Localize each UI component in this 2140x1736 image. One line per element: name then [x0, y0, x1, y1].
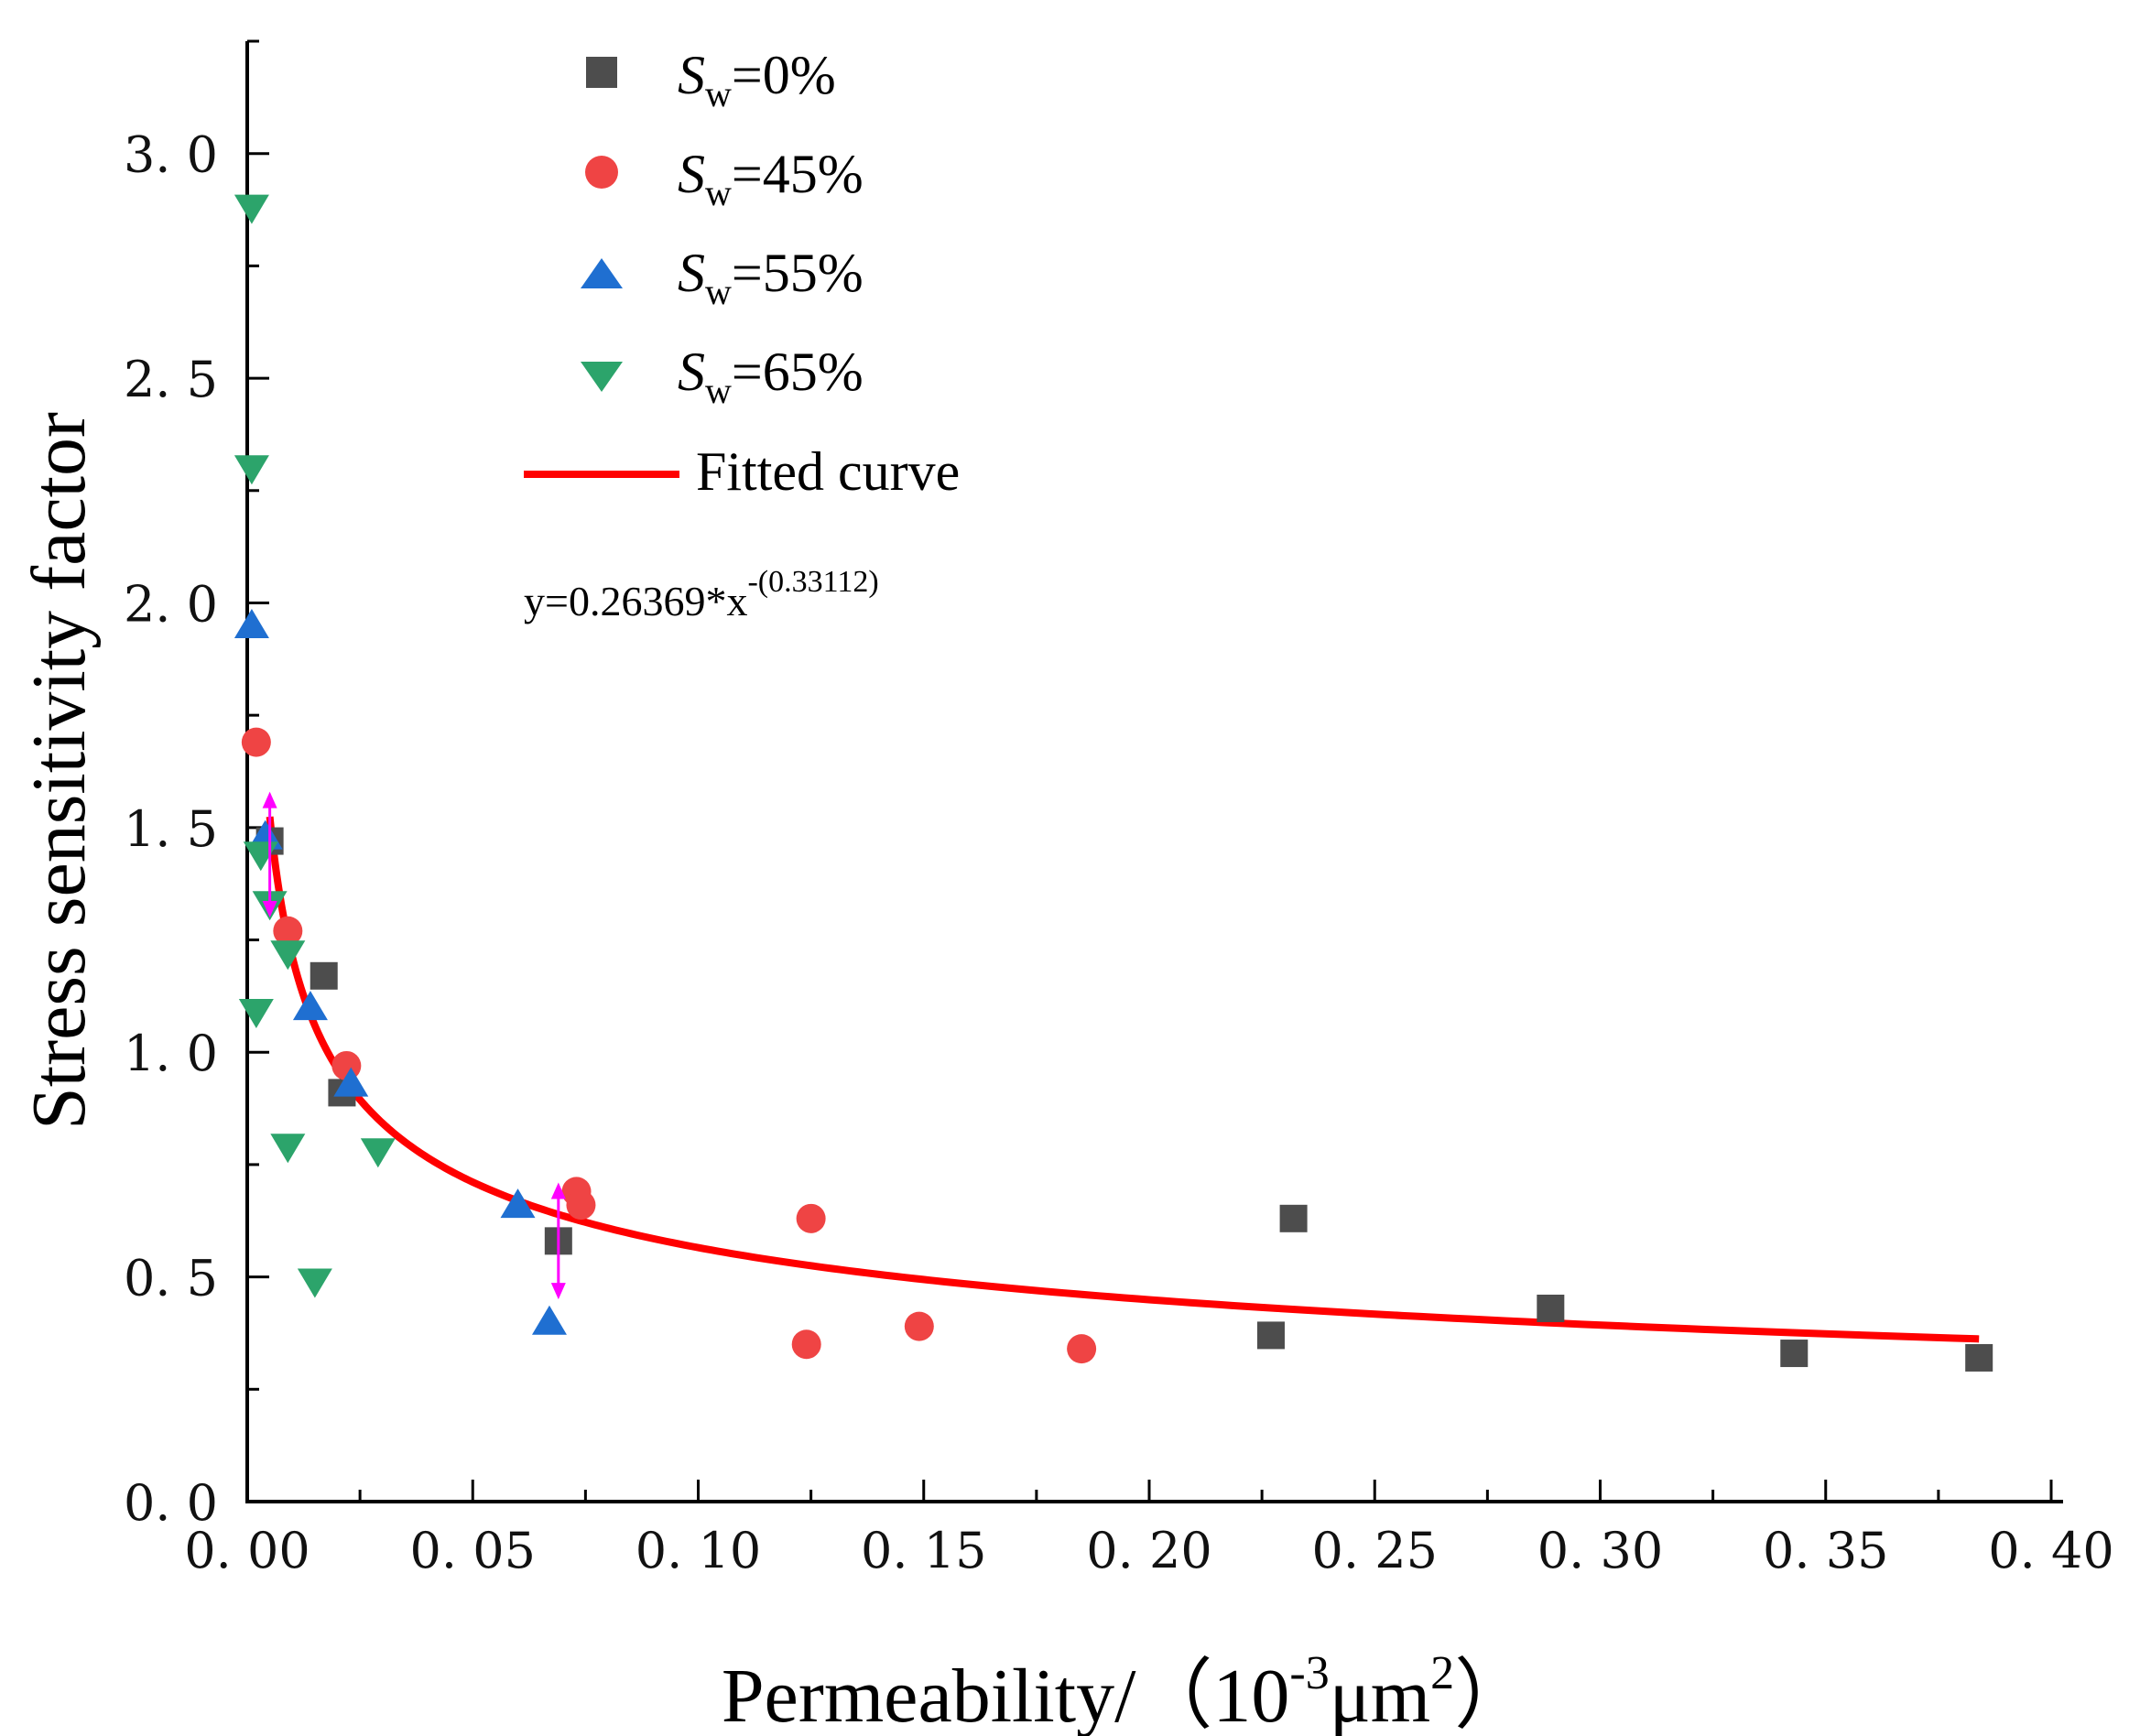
data-point-triangle-up — [333, 1067, 369, 1097]
x-axis-title-mid: μm — [1330, 1654, 1430, 1736]
legend-label-sw45: Sw=45% — [678, 144, 864, 213]
axes-group — [245, 41, 2063, 1503]
data-point-triangle-up — [500, 1188, 536, 1219]
y-tick-label: 0. 5 — [124, 1250, 218, 1307]
y-tick-label: 3. 0 — [124, 126, 218, 184]
data-point-square — [1279, 1204, 1308, 1232]
fit-equation: y=0.26369*x-(0.33112) — [524, 565, 879, 624]
annotation-arrowhead-down — [550, 1283, 566, 1300]
data-point-circle — [904, 1311, 934, 1341]
legend-marker-sw45 — [585, 156, 618, 189]
legend: Sw=0% Sw=45% Sw=55% Sw=65% Fitted curve — [524, 45, 960, 502]
data-point-square — [1965, 1343, 1993, 1372]
x-axis-title-exp1: -3 — [1289, 1647, 1329, 1699]
data-point-circle — [796, 1203, 826, 1233]
x-tick-label: 0. 20 — [1086, 1522, 1211, 1579]
legend-label-sw65: Sw=65% — [678, 342, 864, 411]
x-tick-label: 0. 25 — [1312, 1522, 1438, 1579]
annotation-arrowhead-up — [262, 791, 277, 808]
data-point-triangle-down — [270, 1134, 306, 1164]
data-point-triangle-down — [270, 940, 306, 971]
data-point-triangle-down — [360, 1138, 396, 1168]
legend-marker-sw65 — [581, 362, 623, 392]
data-point-triangle-down — [234, 455, 269, 485]
data-point-square — [1780, 1340, 1809, 1368]
y-tick-label: 2. 5 — [124, 351, 218, 408]
y-tick-label: 2. 0 — [124, 575, 218, 633]
data-point-triangle-up — [292, 991, 328, 1021]
y-tick-label: 1. 0 — [124, 1025, 218, 1082]
data-point-square — [1537, 1294, 1565, 1322]
fit-equation-base: y=0.26369*x — [524, 578, 747, 624]
data-point-triangle-up — [234, 609, 269, 638]
y-tick-label: 0. 0 — [124, 1474, 218, 1532]
data-point-circle — [241, 727, 271, 757]
fitted-curve-line — [266, 816, 1980, 1343]
data-point-circle — [566, 1190, 596, 1221]
annotation-arrowhead-up — [550, 1182, 566, 1199]
x-tick-label: 0. 40 — [1988, 1522, 2113, 1579]
x-tick-label: 0. 00 — [184, 1522, 310, 1579]
x-tick-label: 0. 15 — [861, 1522, 986, 1579]
data-point-circle — [1067, 1334, 1097, 1364]
legend-marker-sw0 — [586, 57, 617, 88]
x-tick-label: 0. 30 — [1537, 1522, 1663, 1579]
data-point-triangle-down — [297, 1268, 332, 1298]
x-axis-title-exp2: 2 — [1430, 1647, 1454, 1699]
x-tick-label: 0. 10 — [635, 1522, 761, 1579]
x-axis-title-main: Permeability/（10 — [722, 1654, 1290, 1736]
y-tick-label: 1. 5 — [124, 800, 218, 858]
data-point-triangle-down — [238, 999, 274, 1029]
x-tick-label: 0. 35 — [1763, 1522, 1888, 1579]
data-point-triangle-down — [234, 194, 269, 224]
legend-label-fit: Fitted curve — [696, 441, 960, 502]
legend-label-sw0: Sw=0% — [678, 45, 836, 114]
ticks-group: 0. 00 0. 05 0. 10 0. 15 0. 20 0. 25 0. 30 0. 35… — [124, 39, 2114, 1579]
data-point-circle — [791, 1329, 821, 1360]
annotation-arrowhead-down — [262, 901, 277, 917]
data-point-square — [1256, 1321, 1285, 1350]
x-axis-title: Permeability/（10-3μm2） — [722, 1647, 1531, 1736]
data-point-triangle-up — [531, 1305, 567, 1335]
legend-marker-sw55 — [581, 258, 623, 288]
fit-layer — [266, 816, 1980, 1343]
x-axis-title-end: ） — [1454, 1654, 1531, 1736]
legend-label-sw55: Sw=55% — [678, 243, 864, 312]
annotation-layer — [262, 791, 566, 1300]
y-axis-title: Stress sensitivity factor — [16, 412, 102, 1130]
x-tick-label: 0. 05 — [410, 1522, 536, 1579]
data-point-square — [310, 961, 338, 990]
fit-equation-exponent: -(0.33112) — [747, 565, 878, 599]
data-point-circle — [273, 916, 303, 946]
